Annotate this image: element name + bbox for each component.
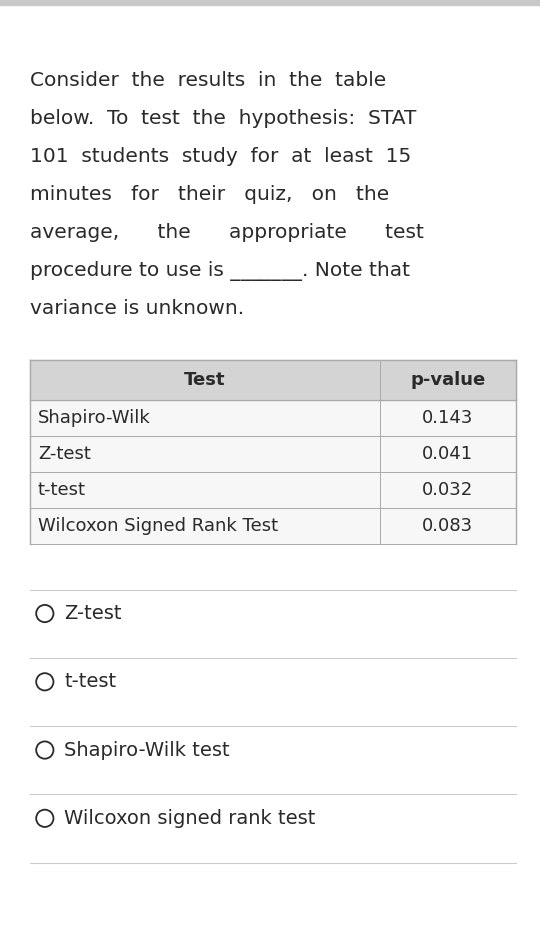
Text: Z-test: Z-test [64, 604, 122, 623]
Text: t-test: t-test [64, 672, 117, 691]
Bar [0, 0, 540, 5]
Text: average,      the      appropriate      test: average, the appropriate test [30, 223, 423, 242]
Text: variance is unknown.: variance is unknown. [30, 299, 244, 318]
Text: t-test: t-test [38, 482, 86, 499]
Text: below.  To  test  the  hypothesis:  STAT: below. To test the hypothesis: STAT [30, 109, 416, 128]
Text: 0.083: 0.083 [422, 518, 473, 535]
Bar [30, 472, 516, 508]
Text: 0.041: 0.041 [422, 446, 473, 463]
Text: Wilcoxon Signed Rank Test: Wilcoxon Signed Rank Test [38, 518, 278, 535]
Text: p-value: p-value [410, 372, 485, 389]
Text: Shapiro-Wilk: Shapiro-Wilk [38, 410, 151, 427]
Text: Test: Test [184, 372, 225, 389]
Text: 0.032: 0.032 [422, 482, 473, 499]
Text: procedure to use is _______. Note that: procedure to use is _______. Note that [30, 261, 410, 281]
Text: 101  students  study  for  at  least  15: 101 students study for at least 15 [30, 147, 411, 166]
Text: Shapiro-Wilk test: Shapiro-Wilk test [64, 740, 230, 759]
Bar [30, 436, 516, 472]
Text: Consider  the  results  in  the  table: Consider the results in the table [30, 71, 386, 90]
Bar [30, 508, 516, 544]
Text: Wilcoxon signed rank test: Wilcoxon signed rank test [64, 809, 316, 828]
Bar [30, 360, 516, 400]
Bar [30, 400, 516, 436]
Text: minutes   for   their   quiz,   on   the: minutes for their quiz, on the [30, 185, 389, 204]
Text: Z-test: Z-test [38, 446, 91, 463]
Text: 0.143: 0.143 [422, 410, 474, 427]
